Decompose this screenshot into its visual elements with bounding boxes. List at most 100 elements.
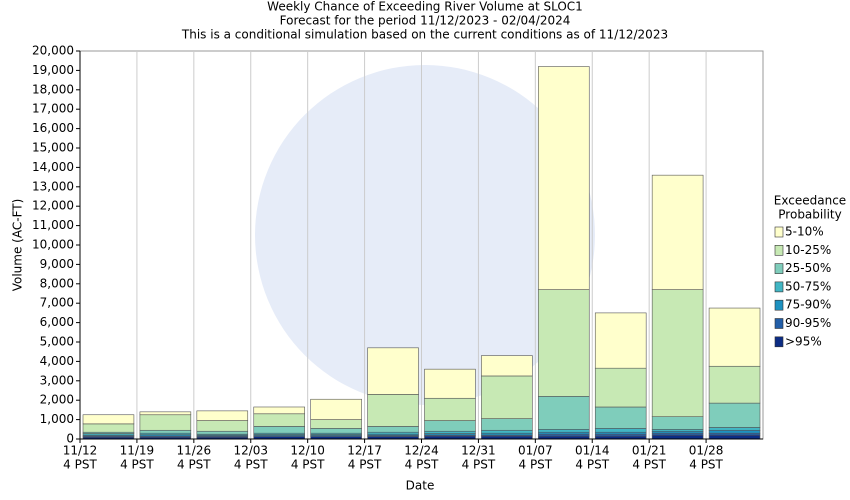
x-tick-label: 12/17 (347, 444, 382, 458)
y-tick-label: 10,000 (32, 238, 74, 252)
x-tick-label: 4 PST (348, 458, 382, 472)
y-tick-label: 14,000 (32, 160, 74, 174)
legend-swatch (774, 245, 784, 256)
x-tick-label: 12/03 (233, 444, 268, 458)
bar-segment (538, 66, 590, 290)
bar-segment (424, 397, 476, 421)
bar-segment (481, 418, 533, 431)
y-tick-label: 7,000 (40, 296, 74, 310)
bar-segment (538, 428, 590, 433)
x-tick-label: 4 PST (462, 458, 496, 472)
y-tick-label: 11,000 (32, 218, 74, 232)
bar-segment (594, 312, 647, 369)
bar-segment (481, 429, 533, 434)
y-tick-label: 3,000 (40, 373, 74, 387)
x-tick-label: 01/28 (689, 444, 724, 458)
x-tick-label: 4 PST (63, 458, 97, 472)
y-tick-label: 17,000 (32, 102, 74, 116)
chart-subtitle: This is a conditional simulation based o… (181, 28, 668, 42)
bar-segment (196, 410, 249, 421)
chart-subtitle: Forecast for the period 11/12/2023 - 02/… (280, 14, 571, 28)
legend-label: 5-10% (785, 225, 824, 239)
bar-segment (651, 289, 704, 417)
bar-segment (708, 402, 761, 428)
bar-segment (481, 355, 533, 377)
x-tick-label: 4 PST (689, 458, 723, 472)
watermark (255, 65, 595, 405)
bar-segment (367, 394, 419, 427)
bar-segment (139, 414, 192, 431)
legend-swatch (774, 263, 784, 274)
bar-segment (139, 411, 192, 416)
y-tick-label: 19,000 (32, 63, 74, 77)
bar-segment (708, 307, 761, 367)
x-tick-label: 4 PST (234, 458, 268, 472)
x-tick-label: 4 PST (177, 458, 211, 472)
bar-segment (651, 434, 704, 440)
bar-segment (594, 428, 647, 433)
x-tick-label: 4 PST (519, 458, 553, 472)
y-axis-label: Volume (AC-FT) (11, 199, 25, 292)
x-tick-label: 4 PST (575, 458, 609, 472)
y-tick-label: 5,000 (40, 335, 74, 349)
bar-segment (594, 406, 647, 429)
bar-segment (538, 396, 590, 430)
legend-swatch (774, 281, 784, 293)
y-tick-label: 13,000 (32, 179, 74, 193)
y-tick-label: 6,000 (40, 315, 74, 329)
bar-segment (253, 413, 305, 427)
y-tick-label: 20,000 (32, 44, 74, 58)
legend-swatch (774, 299, 784, 311)
legend-label: >95% (785, 334, 822, 348)
y-tick-label: 2,000 (40, 393, 74, 407)
x-tick-label: 4 PST (120, 458, 154, 472)
bar-segment (82, 414, 135, 425)
bar-segment (651, 174, 704, 290)
x-tick-label: 12/31 (461, 444, 496, 458)
legend-swatch (774, 336, 784, 348)
legend-label: 10-25% (785, 243, 831, 257)
bar-segment (424, 420, 476, 432)
y-tick-label: 1,000 (40, 412, 74, 426)
x-tick-label: 4 PST (405, 458, 439, 472)
bar-segment (196, 430, 249, 435)
x-tick-label: 01/07 (518, 444, 553, 458)
chart-title: Weekly Chance of Exceeding River Volume … (267, 0, 583, 14)
bar-segment (82, 423, 135, 433)
bar-segment (367, 426, 419, 433)
y-tick-label: 12,000 (32, 199, 74, 213)
y-tick-label: 8,000 (40, 276, 74, 290)
bar-segment (253, 406, 305, 415)
bar-segment (424, 368, 476, 399)
y-tick-label: 0 (66, 432, 74, 446)
bar-segment (310, 398, 362, 420)
bar-segment (253, 426, 305, 434)
bar-segment (310, 428, 362, 434)
legend-swatch (774, 318, 784, 329)
x-tick-label: 11/12 (63, 444, 98, 458)
x-axis-label: Date (406, 479, 435, 493)
bar-segment (708, 427, 761, 431)
x-tick-label: 01/14 (575, 444, 610, 458)
y-tick-label: 4,000 (40, 354, 74, 368)
bar-segment (651, 416, 704, 430)
x-tick-label: 12/24 (404, 444, 439, 458)
bar-segment (424, 430, 476, 434)
y-tick-label: 16,000 (32, 121, 74, 135)
legend-label: 75-90% (785, 298, 831, 312)
legend-swatch (774, 226, 784, 238)
bar-segment (538, 289, 590, 397)
bar-segment (310, 419, 362, 429)
bar-segment (367, 347, 419, 395)
y-tick-label: 9,000 (40, 257, 74, 271)
x-tick-label: 4 PST (291, 458, 325, 472)
y-tick-label: 18,000 (32, 82, 74, 96)
bar-segment (708, 434, 761, 440)
bar-segment (139, 429, 192, 434)
legend-title: Exceedance (774, 194, 846, 208)
bar-segment (481, 375, 533, 419)
bar-segment (594, 367, 647, 408)
x-tick-label: 4 PST (632, 458, 666, 472)
x-tick-label: 01/21 (632, 444, 667, 458)
x-tick-label: 11/26 (177, 444, 212, 458)
